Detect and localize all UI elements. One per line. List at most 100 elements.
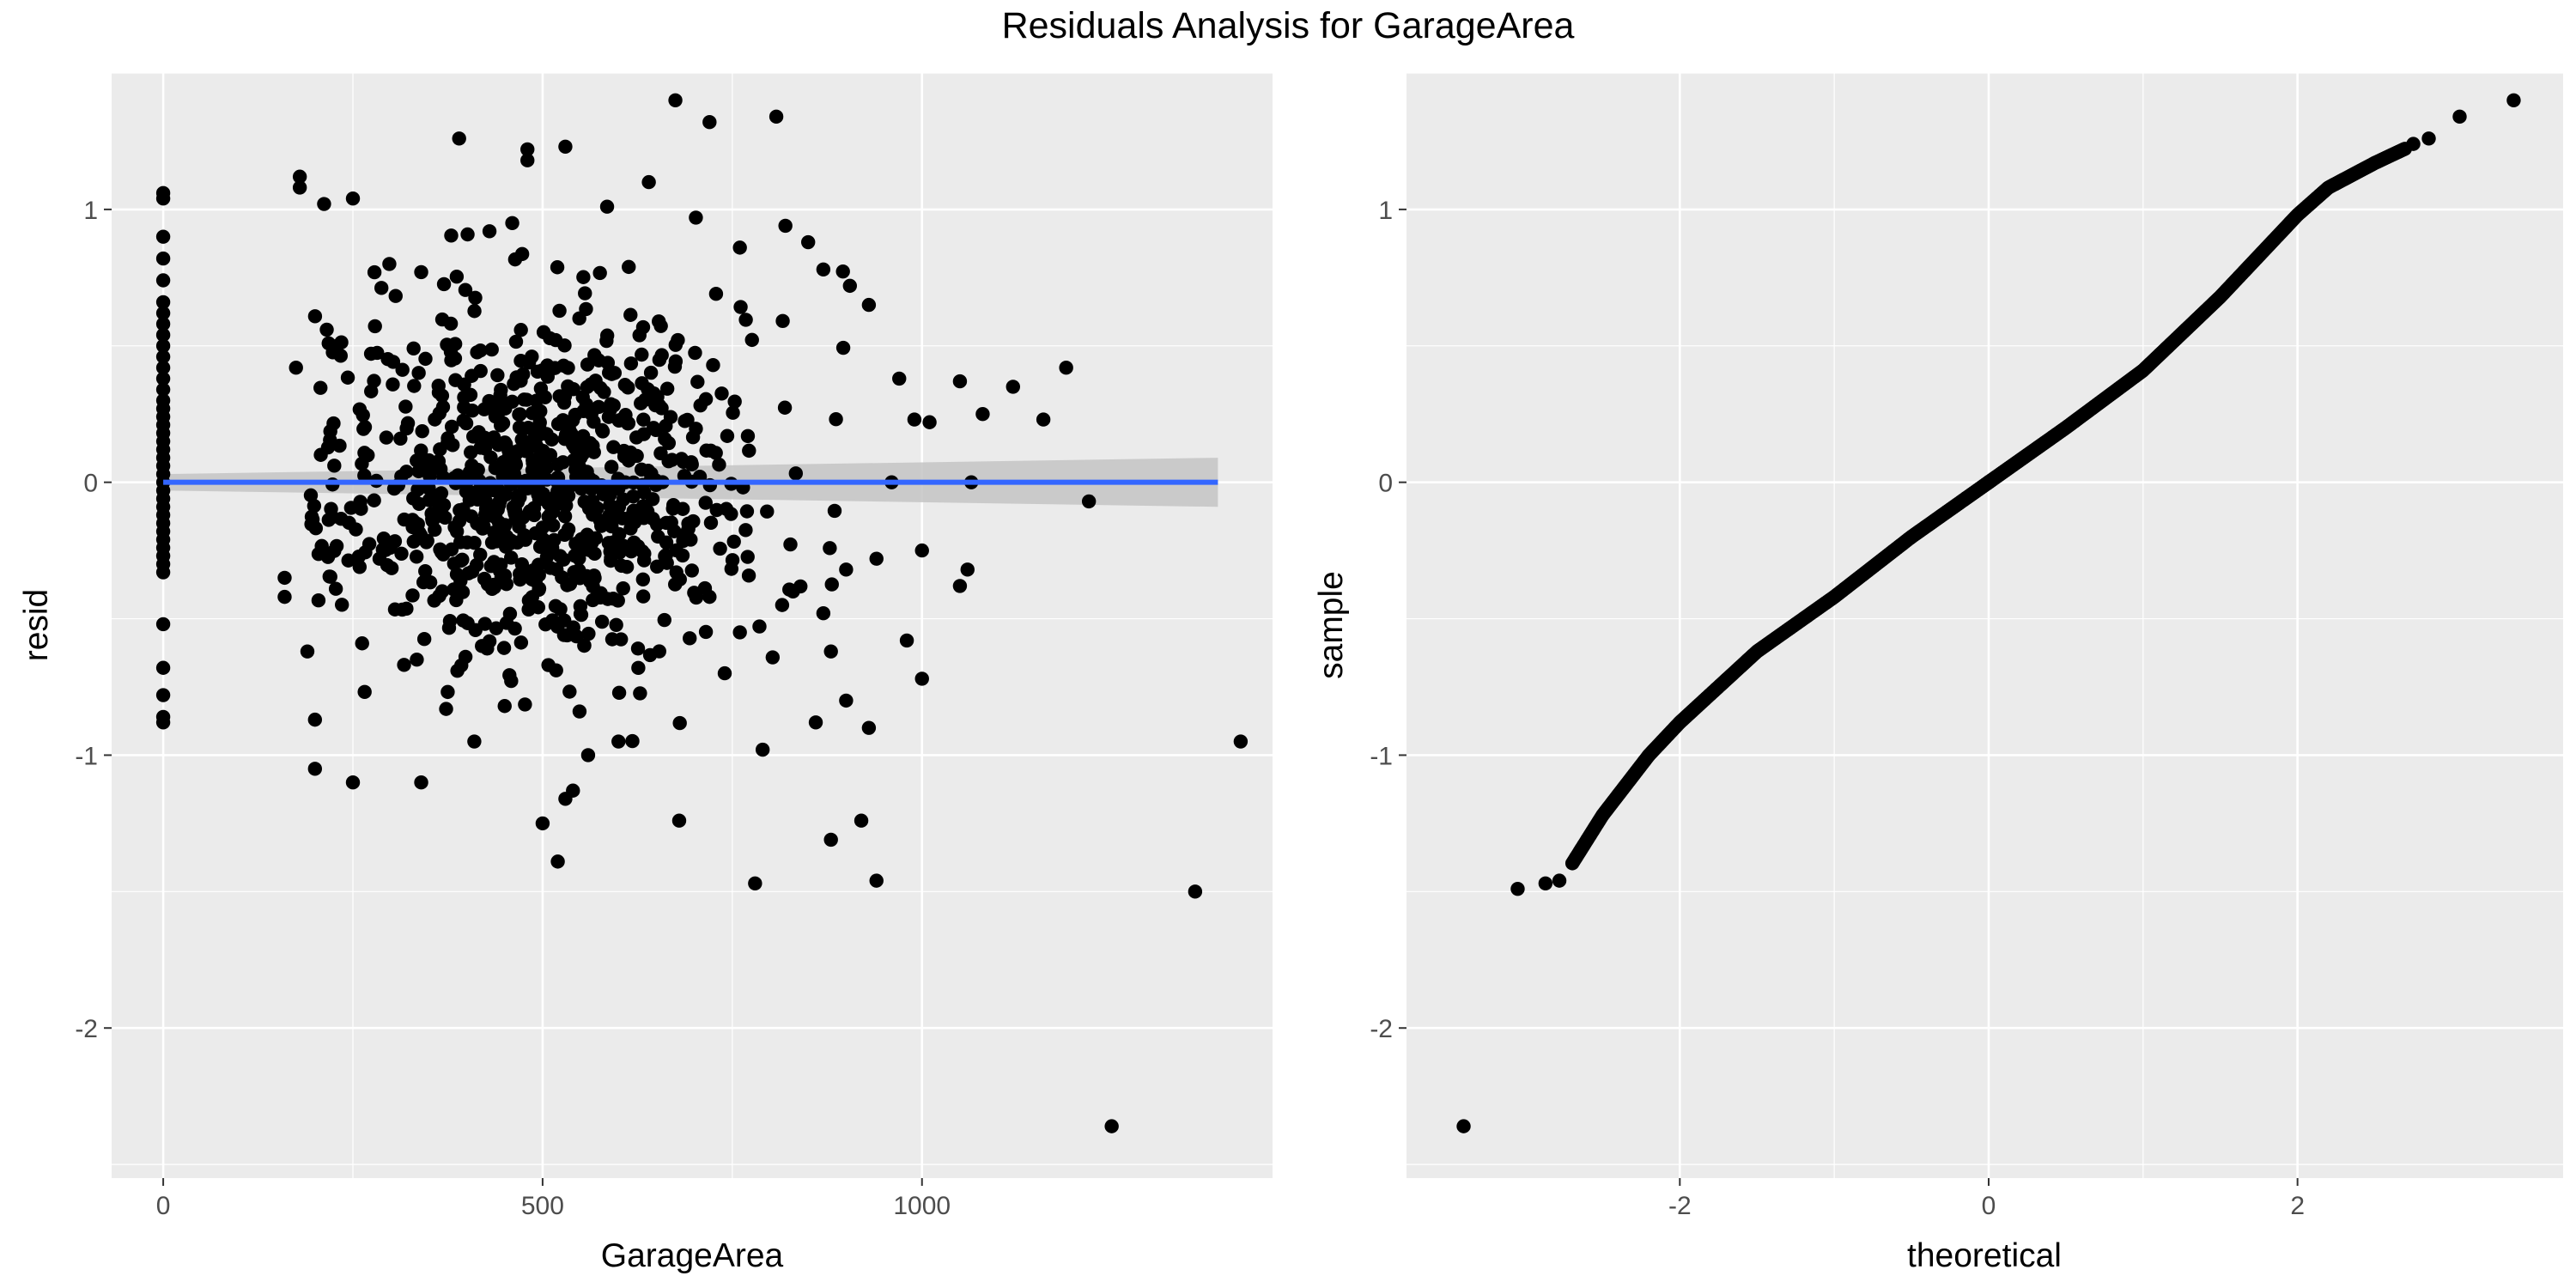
data-point — [510, 535, 525, 550]
data-point — [676, 454, 691, 470]
data-point — [444, 228, 459, 243]
data-point — [742, 443, 756, 459]
data-point — [442, 614, 458, 629]
data-point — [345, 775, 361, 790]
data-point — [583, 435, 598, 451]
data-point — [914, 671, 929, 686]
y-tick-label: 0 — [1378, 470, 1393, 498]
data-point — [410, 652, 424, 667]
data-point — [699, 443, 714, 458]
data-point — [380, 558, 395, 573]
data-point — [357, 420, 373, 434]
data-point — [411, 464, 426, 479]
data-point — [657, 612, 671, 628]
data-point — [328, 581, 343, 596]
data-point — [520, 153, 535, 167]
data-point — [576, 270, 591, 284]
qq-point — [2397, 142, 2413, 156]
data-point — [508, 456, 523, 471]
data-point — [428, 522, 442, 538]
data-point — [311, 593, 326, 608]
data-point — [533, 381, 549, 396]
data-point — [514, 246, 530, 262]
data-point — [155, 349, 171, 364]
data-point — [604, 459, 619, 474]
data-point — [552, 303, 567, 319]
data-point — [515, 367, 531, 382]
data-point — [155, 191, 171, 206]
data-point — [155, 361, 171, 375]
data-point — [155, 229, 171, 244]
data-point — [558, 139, 573, 154]
data-point — [553, 602, 568, 617]
data-point — [727, 394, 742, 409]
data-point — [717, 665, 732, 681]
data-point — [478, 501, 494, 516]
data-point — [494, 418, 508, 433]
data-point — [549, 663, 563, 677]
data-point — [835, 264, 850, 279]
data-point — [155, 660, 171, 675]
data-point — [340, 370, 355, 385]
data-point — [574, 450, 588, 465]
y-tick-label: 1 — [1378, 197, 1393, 225]
data-point — [155, 306, 171, 320]
data-point — [739, 504, 755, 519]
data-point — [155, 251, 171, 266]
data-point — [775, 598, 790, 612]
data-point — [514, 556, 530, 572]
data-point — [460, 227, 475, 242]
data-point — [625, 733, 640, 749]
data-point — [777, 400, 793, 415]
data-point — [755, 742, 770, 757]
data-point — [443, 316, 459, 331]
data-point — [642, 647, 658, 663]
data-point — [869, 551, 884, 566]
panel2-gridlines — [1406, 72, 2563, 1178]
data-point — [635, 589, 651, 604]
data-point — [522, 504, 538, 519]
data-point — [487, 525, 501, 540]
data-point — [816, 606, 831, 621]
data-point — [960, 562, 975, 577]
data-point — [289, 361, 303, 375]
data-point — [708, 286, 724, 301]
data-point — [714, 386, 729, 401]
data-point — [449, 592, 464, 608]
data-point — [313, 380, 328, 395]
data-point — [738, 313, 753, 327]
data-point — [414, 775, 428, 790]
data-point — [352, 560, 368, 574]
data-point — [397, 658, 411, 672]
data-point — [508, 512, 523, 527]
x-tick-label: 2 — [2290, 1192, 2305, 1220]
data-point — [436, 547, 451, 562]
data-point — [628, 503, 643, 519]
data-point — [740, 550, 755, 564]
data-point — [816, 262, 831, 276]
data-point — [648, 422, 664, 438]
data-point — [427, 593, 441, 608]
data-point — [548, 332, 563, 348]
data-point — [671, 332, 685, 348]
data-point — [775, 313, 790, 329]
data-point — [502, 668, 517, 683]
data-point — [600, 592, 616, 606]
data-point — [635, 572, 651, 586]
residuals-vs-garagearea-panel: 0 500 1000 -2 -1 0 1 GarageArea resid — [18, 72, 1273, 1274]
data-point — [861, 297, 877, 313]
data-point — [477, 402, 492, 416]
data-point — [520, 142, 535, 157]
data-point — [155, 371, 171, 386]
data-point — [556, 628, 572, 642]
data-point — [698, 495, 713, 510]
data-point — [323, 433, 337, 447]
data-point — [636, 427, 652, 441]
data-point — [467, 734, 482, 749]
data-point — [788, 466, 804, 481]
y-tick-label: -2 — [1370, 1015, 1393, 1043]
data-point — [579, 301, 593, 317]
data-point — [395, 362, 410, 377]
data-point — [626, 489, 641, 504]
data-point — [726, 534, 741, 549]
